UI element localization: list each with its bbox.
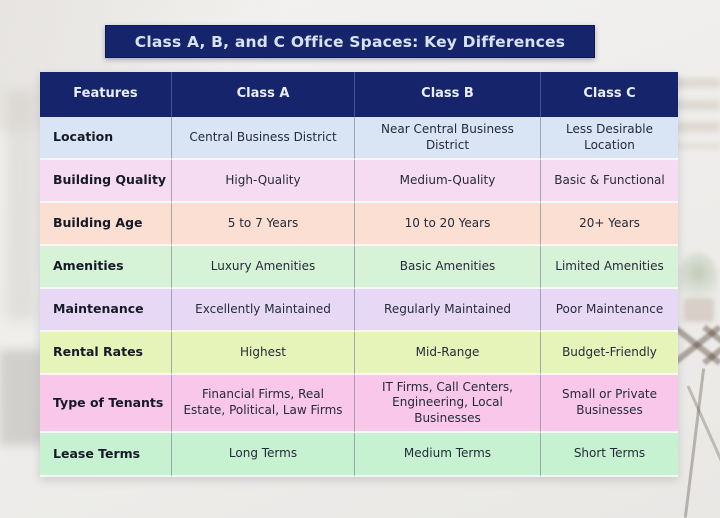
data-cell: 20+ Years — [541, 203, 678, 246]
data-cell: Financial Firms, Real Estate, Political,… — [172, 375, 355, 433]
data-cell: 5 to 7 Years — [172, 203, 355, 246]
data-cell: Near Central Business District — [355, 117, 541, 160]
data-cell: Medium Terms — [355, 433, 541, 477]
feature-cell: Building Quality — [40, 160, 172, 203]
data-cell: Poor Maintenance — [541, 289, 678, 332]
data-cell: Mid-Range — [355, 332, 541, 375]
feature-cell: Amenities — [40, 246, 172, 289]
data-cell: Medium-Quality — [355, 160, 541, 203]
feature-cell: Building Age — [40, 203, 172, 246]
comparison-table: Features Class A Class B Class C Locatio… — [40, 72, 678, 477]
feature-cell: Type of Tenants — [40, 375, 172, 433]
background-plant — [678, 252, 718, 304]
feature-cell: Maintenance — [40, 289, 172, 332]
background-chair-leg — [683, 368, 706, 518]
feature-cell: Lease Terms — [40, 433, 172, 477]
feature-cell: Location — [40, 117, 172, 160]
data-cell: Less Desirable Location — [541, 117, 678, 160]
data-cell: Basic & Functional — [541, 160, 678, 203]
page-title: Class A, B, and C Office Spaces: Key Dif… — [134, 32, 566, 51]
data-cell: Luxury Amenities — [172, 246, 355, 289]
data-cell: Long Terms — [172, 433, 355, 477]
column-header-class-b: Class B — [355, 72, 541, 117]
data-cell: High-Quality — [172, 160, 355, 203]
data-cell: Basic Amenities — [355, 246, 541, 289]
data-cell: Short Terms — [541, 433, 678, 477]
background-chair-leg — [686, 385, 720, 515]
data-cell: Excellently Maintained — [172, 289, 355, 332]
title-bar: Class A, B, and C Office Spaces: Key Dif… — [105, 25, 595, 58]
column-header-class-a: Class A — [172, 72, 355, 117]
data-cell: Central Business District — [172, 117, 355, 160]
background-plant-pot — [684, 298, 714, 322]
background-pillar — [6, 90, 36, 320]
data-cell: 10 to 20 Years — [355, 203, 541, 246]
feature-cell: Rental Rates — [40, 332, 172, 375]
background-cabinet — [0, 350, 44, 445]
data-cell: Limited Amenities — [541, 246, 678, 289]
data-cell: IT Firms, Call Centers, Engineering, Loc… — [355, 375, 541, 433]
background-x-frame-table — [698, 322, 720, 368]
data-cell: Budget-Friendly — [541, 332, 678, 375]
data-cell: Highest — [172, 332, 355, 375]
data-cell: Small or Private Businesses — [541, 375, 678, 433]
column-header-features: Features — [40, 72, 172, 117]
column-header-class-c: Class C — [541, 72, 678, 117]
data-cell: Regularly Maintained — [355, 289, 541, 332]
